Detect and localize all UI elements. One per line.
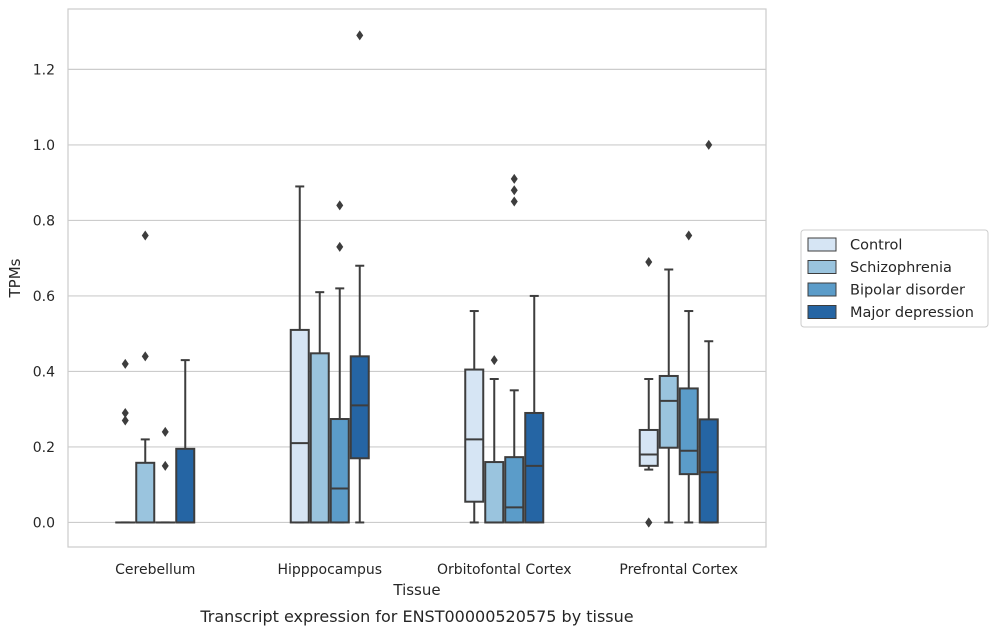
chart-caption: Transcript expression for ENST0000052057…: [199, 607, 633, 626]
outlier-point: [142, 351, 149, 361]
box-group: [351, 30, 369, 522]
box-group: [291, 186, 309, 522]
box: [291, 330, 309, 523]
grid-lines: [68, 69, 766, 522]
box: [525, 413, 543, 522]
y-tick-label: 0.2: [33, 440, 55, 456]
box: [351, 356, 369, 458]
outlier-point: [645, 517, 652, 527]
x-axis-ticks: Cerebellum Hipppocampus Orbitofontal Corte…: [115, 562, 738, 578]
x-tick-label: Orbitofontal Cortex: [437, 562, 572, 578]
box-group: [156, 427, 174, 523]
outlier-point: [511, 197, 518, 207]
x-axis-label: Tissue: [392, 581, 440, 599]
legend-swatch: [808, 238, 836, 251]
outlier-point: [162, 461, 169, 471]
box-series: [116, 30, 718, 527]
box: [136, 463, 154, 523]
outlier-point: [645, 257, 652, 267]
box-group: [331, 200, 349, 522]
box: [700, 419, 718, 522]
box-group: [136, 231, 154, 523]
box-group: [660, 270, 678, 523]
legend-swatch: [808, 306, 836, 319]
legend-swatch: [808, 261, 836, 274]
box-group: [525, 296, 543, 523]
box-group: [311, 292, 329, 522]
outlier-point: [336, 200, 343, 210]
legend-label: Bipolar disorder: [850, 283, 965, 299]
y-axis-ticks: 0.0 0.2 0.4 0.6 0.8 1.0 1.2: [33, 62, 55, 531]
y-tick-label: 0.8: [33, 213, 55, 229]
box-group: [116, 359, 134, 523]
legend-swatch: [808, 283, 836, 296]
outlier-point: [142, 231, 149, 241]
box-group: [485, 355, 503, 522]
legend-label: Control: [850, 238, 902, 254]
box-group: [176, 360, 194, 522]
box: [176, 449, 194, 523]
y-tick-label: 1.0: [33, 138, 55, 154]
box: [485, 462, 503, 522]
box: [465, 370, 483, 502]
outlier-point: [162, 427, 169, 437]
box: [505, 457, 523, 522]
box-group: [465, 311, 483, 522]
box: [680, 388, 698, 474]
box: [660, 376, 678, 448]
box-group: [700, 140, 718, 523]
x-tick-label: Prefrontal Cortex: [619, 562, 738, 578]
outlier-point: [336, 242, 343, 252]
legend-label: Schizophrenia: [850, 260, 952, 276]
y-tick-label: 0.4: [33, 364, 55, 380]
box: [311, 353, 329, 522]
legend: Control Schizophrenia Bipolar disorder Majo…: [801, 230, 988, 327]
box: [640, 430, 658, 466]
box-group: [505, 174, 523, 523]
y-tick-label: 0.0: [33, 515, 55, 531]
outlier-point: [122, 359, 129, 369]
plot-frame: [68, 9, 766, 547]
box-group: [680, 231, 698, 523]
box: [331, 419, 349, 522]
y-axis-label: TPMs: [6, 258, 24, 298]
y-tick-label: 0.6: [33, 289, 55, 305]
outlier-point: [356, 30, 363, 40]
x-tick-label: Hipppocampus: [277, 562, 382, 578]
outlier-point: [491, 355, 498, 365]
x-tick-label: Cerebellum: [115, 562, 195, 578]
outlier-point: [122, 416, 129, 426]
outlier-point: [705, 140, 712, 150]
outlier-point: [685, 231, 692, 241]
outlier-point: [511, 185, 518, 195]
y-tick-label: 1.2: [33, 62, 55, 78]
outlier-point: [511, 174, 518, 184]
box-group: [640, 257, 658, 528]
legend-label: Major depression: [850, 305, 974, 321]
